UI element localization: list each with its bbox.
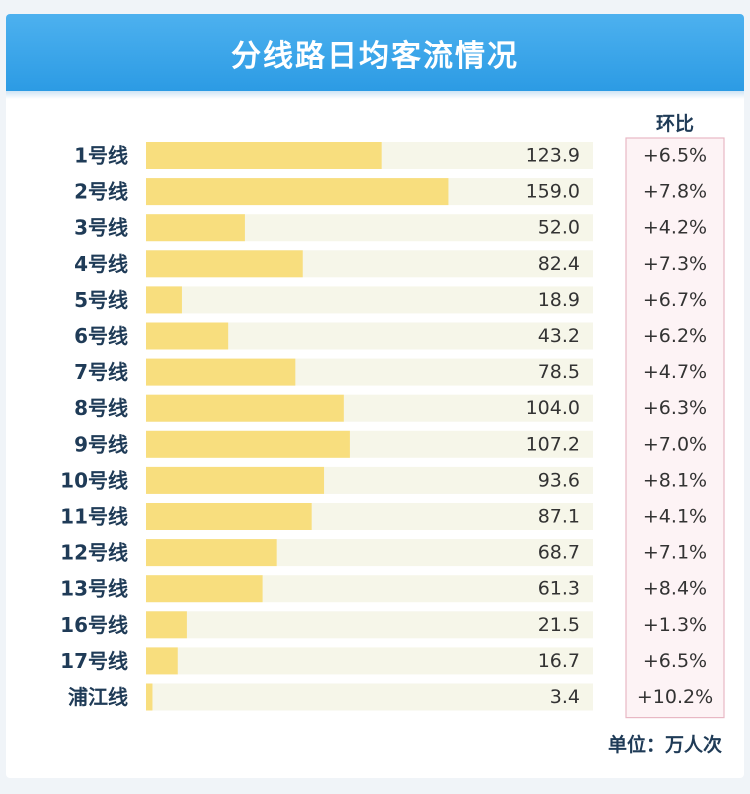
value-label: 61.3 (538, 578, 580, 600)
category-label: 11号线 (60, 505, 128, 529)
value-label: 159.0 (526, 181, 580, 203)
title-shadow (6, 91, 744, 99)
unit-label: 单位：万人次 (607, 734, 722, 756)
mom-value: +4.7% (643, 361, 707, 383)
category-label: 5号线 (74, 288, 128, 312)
category-label: 3号线 (74, 216, 128, 240)
bar-track (146, 647, 593, 675)
mom-value: +6.3% (643, 397, 707, 419)
bar (146, 647, 178, 675)
value-label: 52.0 (538, 217, 580, 239)
category-label: 6号线 (74, 324, 128, 348)
value-label: 18.9 (538, 289, 580, 311)
bar (146, 430, 350, 458)
category-label: 8号线 (74, 396, 128, 420)
mom-value: +7.0% (643, 433, 707, 455)
category-label: 17号线 (60, 649, 128, 673)
mom-value: +1.3% (643, 614, 707, 636)
bar-track (146, 683, 593, 711)
value-label: 21.5 (538, 614, 580, 636)
bar (146, 358, 296, 386)
bar (146, 322, 229, 350)
category-label: 10号线 (60, 468, 128, 492)
mom-value: +6.7% (643, 289, 707, 311)
mom-value: +10.2% (637, 686, 713, 708)
category-label: 2号线 (74, 180, 128, 204)
bar (146, 178, 449, 206)
value-label: 3.4 (550, 686, 580, 708)
category-label: 1号线 (74, 144, 128, 168)
bar (146, 539, 277, 567)
bar (146, 575, 263, 603)
mom-value: +4.1% (643, 506, 707, 528)
value-label: 93.6 (538, 469, 580, 491)
mom-value: +8.4% (643, 578, 707, 600)
mom-header: 环比 (656, 113, 694, 135)
category-label: 9号线 (74, 432, 128, 456)
mom-value: +7.1% (643, 542, 707, 564)
bar (146, 286, 182, 314)
value-label: 43.2 (538, 325, 580, 347)
category-label: 13号线 (60, 577, 128, 601)
bar (146, 250, 303, 278)
bar (146, 214, 245, 242)
mom-value: +7.8% (643, 181, 707, 203)
bar-track (146, 286, 593, 314)
mom-value: +6.5% (643, 650, 707, 672)
value-label: 87.1 (538, 506, 580, 528)
bar-track (146, 611, 593, 639)
mom-value: +6.2% (643, 325, 707, 347)
value-label: 16.7 (538, 650, 580, 672)
bar (146, 683, 153, 711)
category-label: 4号线 (74, 252, 128, 276)
value-label: 123.9 (526, 145, 580, 167)
mom-value: +6.5% (643, 145, 707, 167)
value-label: 68.7 (538, 542, 580, 564)
value-label: 82.4 (538, 253, 580, 275)
category-label: 7号线 (74, 360, 128, 384)
mom-value: +8.1% (643, 469, 707, 491)
category-label: 16号线 (60, 613, 128, 637)
bar (146, 394, 344, 422)
category-label: 浦江线 (68, 685, 128, 709)
mom-value: +7.3% (643, 253, 707, 275)
bar (146, 466, 325, 494)
bar (146, 611, 187, 639)
category-label: 12号线 (60, 541, 128, 565)
mom-value: +4.2% (643, 217, 707, 239)
bar (146, 503, 312, 530)
chart-title: 分线路日均客流情况 (6, 14, 744, 91)
value-label: 104.0 (526, 397, 580, 419)
value-label: 107.2 (526, 433, 580, 455)
mom-panel (625, 137, 725, 719)
bar (146, 142, 382, 169)
value-label: 78.5 (538, 361, 580, 383)
